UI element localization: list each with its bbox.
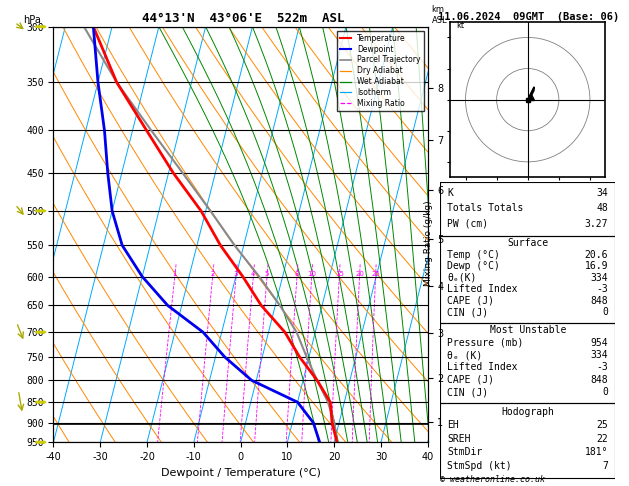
Text: 25: 25 (596, 420, 608, 430)
Text: 0: 0 (603, 307, 608, 317)
X-axis label: Dewpoint / Temperature (°C): Dewpoint / Temperature (°C) (160, 468, 321, 478)
Text: Mixing Ratio (g/kg): Mixing Ratio (g/kg) (425, 200, 433, 286)
Text: 25: 25 (371, 271, 380, 277)
Text: 10: 10 (307, 271, 316, 277)
Text: CAPE (J): CAPE (J) (447, 296, 494, 306)
Text: -3: -3 (596, 363, 608, 372)
Text: 1: 1 (172, 271, 177, 277)
Text: 48: 48 (596, 203, 608, 213)
Text: 20.6: 20.6 (585, 249, 608, 260)
Text: 7: 7 (603, 461, 608, 471)
Text: Dewp (°C): Dewp (°C) (447, 261, 500, 271)
Text: Totals Totals: Totals Totals (447, 203, 524, 213)
Legend: Temperature, Dewpoint, Parcel Trajectory, Dry Adiabat, Wet Adiabat, Isotherm, Mi: Temperature, Dewpoint, Parcel Trajectory… (337, 31, 424, 111)
Text: kt: kt (456, 21, 464, 30)
Text: CIN (J): CIN (J) (447, 307, 489, 317)
Text: 8: 8 (295, 271, 299, 277)
Text: 44°13'N  43°06'E  522m  ASL: 44°13'N 43°06'E 522m ASL (143, 12, 345, 25)
Text: CAPE (J): CAPE (J) (447, 375, 494, 385)
Text: θₑ (K): θₑ (K) (447, 350, 482, 360)
Text: 5: 5 (265, 271, 269, 277)
Text: 4: 4 (251, 271, 255, 277)
Text: Most Unstable: Most Unstable (489, 325, 566, 335)
Text: 11.06.2024  09GMT  (Base: 06): 11.06.2024 09GMT (Base: 06) (438, 12, 620, 22)
Text: StmDir: StmDir (447, 447, 482, 457)
Text: -3: -3 (596, 284, 608, 294)
Text: θₑ(K): θₑ(K) (447, 273, 477, 283)
Text: 20: 20 (355, 271, 364, 277)
Text: km
ASL: km ASL (431, 5, 447, 25)
Text: CIN (J): CIN (J) (447, 387, 489, 397)
Text: 334: 334 (591, 350, 608, 360)
Text: PW (cm): PW (cm) (447, 219, 489, 229)
Text: 22: 22 (596, 434, 608, 444)
Text: © weatheronline.co.uk: © weatheronline.co.uk (440, 474, 545, 484)
Text: 848: 848 (591, 296, 608, 306)
Text: StmSpd (kt): StmSpd (kt) (447, 461, 512, 471)
Text: Hodograph: Hodograph (501, 407, 554, 417)
Text: 181°: 181° (585, 447, 608, 457)
Text: Pressure (mb): Pressure (mb) (447, 338, 524, 347)
Text: 2: 2 (211, 271, 215, 277)
Text: 3: 3 (234, 271, 238, 277)
Text: Lifted Index: Lifted Index (447, 284, 518, 294)
Text: 1LCL: 1LCL (495, 40, 515, 50)
Text: Surface: Surface (507, 238, 548, 248)
Text: 334: 334 (591, 273, 608, 283)
Text: EH: EH (447, 420, 459, 430)
Text: K: K (447, 188, 453, 198)
Text: 954: 954 (591, 338, 608, 347)
Text: 0: 0 (603, 387, 608, 397)
Text: 15: 15 (335, 271, 344, 277)
Text: SREH: SREH (447, 434, 470, 444)
Text: 3.27: 3.27 (585, 219, 608, 229)
Text: hPa: hPa (23, 15, 42, 25)
Text: 34: 34 (596, 188, 608, 198)
Text: 848: 848 (591, 375, 608, 385)
Text: 16.9: 16.9 (585, 261, 608, 271)
Text: Temp (°C): Temp (°C) (447, 249, 500, 260)
Text: Lifted Index: Lifted Index (447, 363, 518, 372)
